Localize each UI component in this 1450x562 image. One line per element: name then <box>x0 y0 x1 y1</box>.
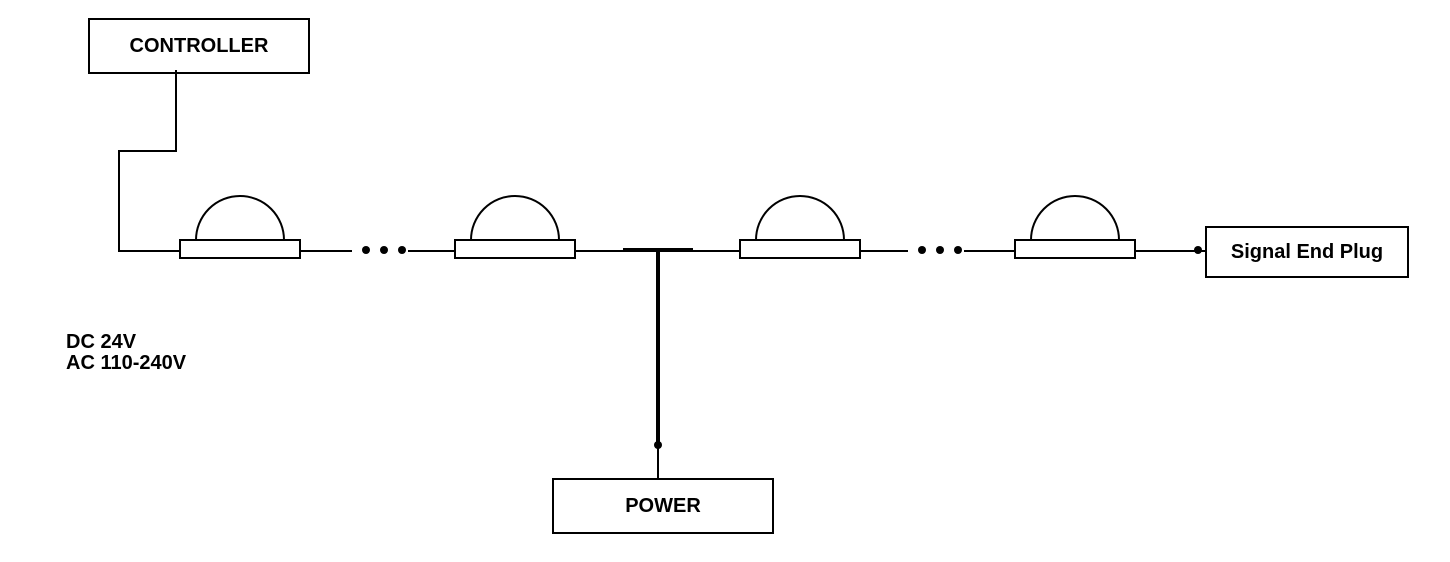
dome-light <box>1010 192 1140 260</box>
signal-end-plug-label: Signal End Plug <box>1231 241 1383 264</box>
wire-controller_drop <box>118 150 120 251</box>
signal-end-plug-box: Signal End Plug <box>1205 226 1409 278</box>
voltage-dc-label: DC 24V <box>66 332 186 353</box>
controller-box: CONTROLLER <box>88 18 310 74</box>
end-node <box>1194 246 1202 254</box>
power-box: POWER <box>552 478 774 534</box>
wire-controller_down <box>175 70 177 150</box>
wire-to_dome1 <box>118 250 180 252</box>
wire-dots1_to_dome2 <box>408 250 455 252</box>
power-drop-line <box>657 445 659 478</box>
ellipsis <box>362 246 406 254</box>
wire-dots2_to_dome4 <box>964 250 1015 252</box>
power-label: POWER <box>625 495 701 518</box>
power-junction-node <box>654 441 662 449</box>
dome-light <box>175 192 305 260</box>
wiring-diagram: CONTROLLER Signal End Plug POWER DC 24V … <box>0 0 1450 562</box>
t-junction-v <box>656 248 660 445</box>
wire-dome2_to_t <box>575 250 623 252</box>
voltage-label: DC 24V AC 110-240V <box>66 332 186 374</box>
wire-dome3_to_dots2 <box>860 250 908 252</box>
voltage-ac-label: AC 110-240V <box>66 353 186 374</box>
ellipsis <box>918 246 962 254</box>
dome-light <box>735 192 865 260</box>
controller-label: CONTROLLER <box>130 35 269 58</box>
wire-controller_left <box>118 150 177 152</box>
wire-dome1_to_dots1 <box>300 250 352 252</box>
wire-t_to_dome3 <box>693 250 740 252</box>
dome-light <box>450 192 580 260</box>
